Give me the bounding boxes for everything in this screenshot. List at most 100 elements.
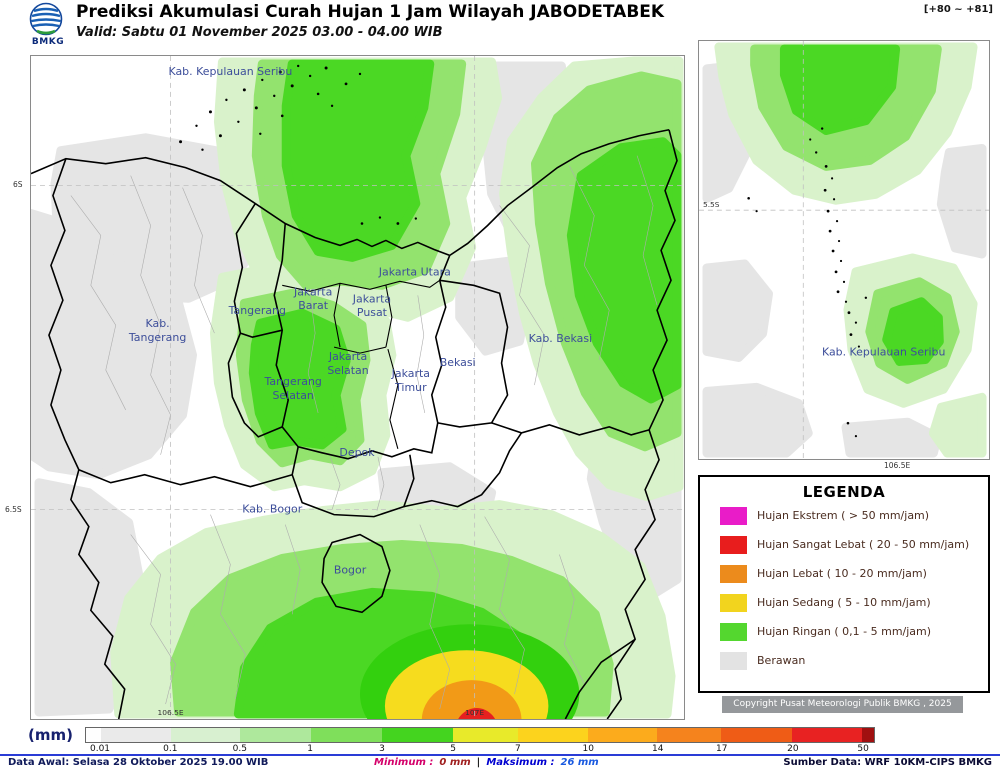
- footer-max-label: Maksimum :: [486, 757, 555, 768]
- colorbar-segment: [310, 728, 383, 742]
- colorbar-segment: [721, 728, 792, 742]
- legend-title: LEGENDA: [802, 483, 886, 501]
- colorbar-tick: 50: [857, 744, 869, 754]
- legend-swatch-sangat-lebat: [720, 535, 747, 554]
- label-tangerang-selatan-2: Selatan: [272, 389, 313, 402]
- label-jakarta-pusat-1: Jakarta: [352, 292, 391, 305]
- colorbar-segment: [240, 728, 311, 742]
- colorbar-tick: 0.5: [232, 744, 247, 754]
- legend-label-ringan: Hujan Ringan ( 0,1 - 5 mm/jam): [757, 625, 932, 638]
- colorbar-tick: 14: [652, 744, 664, 754]
- colorbar-tick: 7: [515, 744, 521, 754]
- footer-max-value: 26 mm: [560, 757, 599, 768]
- colorbar-segment: [100, 728, 172, 742]
- label-depok: Depok: [339, 446, 375, 459]
- label-jakarta-barat-2: Barat: [298, 299, 328, 312]
- legend-item-ringan: Hujan Ringan ( 0,1 - 5 mm/jam): [700, 617, 988, 646]
- label-jakarta-selatan-1: Jakarta: [328, 350, 367, 363]
- inset-lat-tick-5-5s: 5.5S: [703, 200, 720, 209]
- legend-item-lebat: Hujan Lebat ( 10 - 20 mm/jam): [700, 559, 988, 588]
- colorbar: [85, 727, 875, 743]
- footer-source: Sumber Data: WRF 10KM-CIPS BMKG: [783, 757, 992, 768]
- bmkg-logo: BMKG: [24, 1, 72, 53]
- admin-boundaries: [31, 128, 678, 719]
- label-jakarta-timur-1: Jakarta: [391, 367, 430, 380]
- inset-rain-areas: [714, 42, 987, 458]
- colorbar-segment: [657, 728, 722, 742]
- islands: [179, 64, 418, 225]
- colorbar-tick: 10: [582, 744, 594, 754]
- label-kab-tangerang-1: Kab.: [146, 317, 170, 330]
- inset-graticule: [699, 41, 989, 459]
- legend-item-ekstrem: Hujan Ekstrem ( > 50 mm/jam): [700, 501, 988, 530]
- label-jakarta-timur-2: Timur: [394, 381, 427, 394]
- colorbar-segment: [862, 728, 874, 742]
- label-bekasi: Bekasi: [440, 356, 476, 369]
- colorbar-segment: [171, 728, 241, 742]
- footer-min-max: Minimum : 0 mm | Maksimum : 26 mm: [374, 757, 599, 768]
- graticule: [31, 56, 684, 719]
- footer-min-label: Minimum :: [374, 757, 434, 768]
- forecast-step-range: [+80 ~ +81]: [923, 4, 993, 15]
- colorbar-segment: [86, 728, 101, 742]
- legend-item-berawan: Berawan: [700, 646, 988, 675]
- legend-swatch-sedang: [720, 593, 747, 612]
- colorbar-segment: [587, 728, 658, 742]
- copyright-bar: Copyright Pusat Meteorologi Publik BMKG …: [722, 696, 963, 713]
- legend-swatch-lebat: [720, 564, 747, 583]
- rain-core-orange: [421, 680, 522, 719]
- label-bogor: Bogor: [334, 563, 367, 576]
- lat-tick-6s: 6S: [13, 180, 23, 189]
- legend-label-sangat-lebat: Hujan Sangat Lebat ( 20 - 50 mm/jam): [757, 538, 970, 551]
- colorbar-tick: 0.1: [163, 744, 178, 754]
- bmkg-logo-text: BMKG: [31, 37, 65, 47]
- label-jakarta-utara: Jakarta Utara: [378, 265, 451, 278]
- inset-islands: [747, 127, 868, 438]
- region-labels: Kab. Kepulauan Seribu Kab. Tangerang Tan…: [128, 65, 592, 576]
- colorbar-tick: 0.01: [89, 744, 111, 754]
- footer-divider: [0, 754, 1000, 756]
- legend-label-lebat: Hujan Lebat ( 10 - 20 mm/jam): [757, 567, 927, 580]
- valid-time: Valid: Sabtu 01 November 2025 03.00 - 04…: [76, 25, 443, 40]
- dki-internal-boundaries: [282, 279, 441, 449]
- legend-item-sangat-lebat: Hujan Sangat Lebat ( 20 - 50 mm/jam): [700, 530, 988, 559]
- colorbar-tick: 17: [716, 744, 728, 754]
- bmkg-logo-icon: [29, 2, 63, 36]
- colorbar-segment: [791, 728, 863, 742]
- legend-swatch-ringan: [720, 622, 747, 641]
- inset-map: Kab. Kepulauan Seribu 5.5S: [698, 40, 990, 460]
- legend-label-ekstrem: Hujan Ekstrem ( > 50 mm/jam): [757, 509, 930, 522]
- label-kab-bekasi: Kab. Bekasi: [529, 332, 592, 345]
- footer-data-awal: Data Awal: Selasa 28 Oktober 2025 19.00 …: [8, 757, 269, 768]
- rain-core-red: [458, 708, 496, 719]
- colorbar-segment: [453, 728, 518, 742]
- label-jakarta-selatan-2: Selatan: [327, 364, 368, 377]
- legend-swatch-berawan: [720, 651, 747, 670]
- legend-label-sedang: Hujan Sedang ( 5 - 10 mm/jam): [757, 596, 931, 609]
- colorbar-tick: 3: [379, 744, 385, 754]
- label-kab-bogor: Kab. Bogor: [242, 503, 302, 516]
- colorbar-tick: 5: [450, 744, 456, 754]
- label-tangerang: Tangerang: [228, 304, 286, 317]
- label-kab-kepulauan-seribu: Kab. Kepulauan Seribu: [168, 65, 292, 78]
- rain-areas: [110, 56, 684, 719]
- legend-swatch-ekstrem: [720, 506, 747, 525]
- colorbar-segment: [382, 728, 454, 742]
- label-jakarta-barat-1: Jakarta: [293, 285, 332, 298]
- label-jakarta-pusat-2: Pusat: [357, 306, 388, 319]
- legend-item-sedang: Hujan Sedang ( 5 - 10 mm/jam): [700, 588, 988, 617]
- footer-min-value: 0 mm: [439, 757, 471, 768]
- colorbar-tick: 20: [787, 744, 799, 754]
- legend-label-berawan: Berawan: [757, 654, 806, 667]
- lon-tick-107e: 107E: [465, 708, 484, 717]
- legend: LEGENDA Hujan Ekstrem ( > 50 mm/jam) Huj…: [698, 475, 990, 693]
- footer-separator: |: [476, 757, 481, 768]
- colorbar-segment: [517, 728, 588, 742]
- colorbar-unit-label: (mm): [28, 726, 73, 744]
- inset-lon-tick-106-5e: 106.5E: [884, 461, 911, 470]
- page-title: Prediksi Akumulasi Curah Hujan 1 Jam Wil…: [76, 2, 665, 22]
- lon-tick-106-5e: 106.5E: [158, 708, 184, 717]
- colorbar-ticks: 0.01 0.1 0.5 1 3 5 7 10 14 17 20 50: [85, 744, 875, 754]
- lat-tick-6-5s: 6.5S: [5, 505, 22, 514]
